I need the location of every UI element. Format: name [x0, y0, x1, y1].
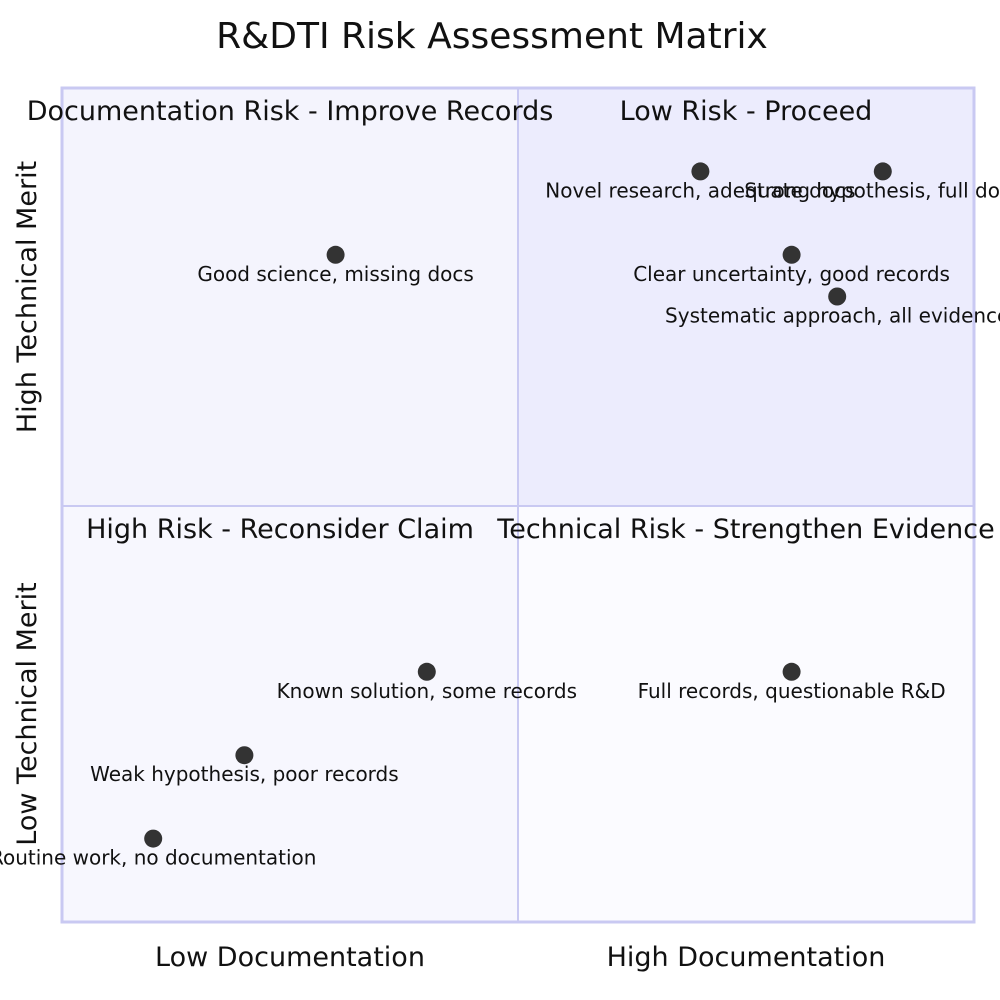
quadrant-bottom-right [518, 506, 974, 922]
data-point-marker [326, 245, 345, 264]
quadrant-label-bottom-left: High Risk - Reconsider Claim [86, 514, 474, 545]
data-point-label: Known solution, some records [277, 679, 577, 703]
matrix-borders [60, 86, 976, 924]
data-point-marker [782, 662, 801, 681]
data-point: Strong hypothesis, full docs [744, 162, 1000, 202]
data-point-label: Full records, questionable R&D [638, 679, 946, 703]
data-point-label: Strong hypothesis, full docs [744, 178, 1000, 202]
data-point: Novel research, adequate docs [545, 162, 856, 202]
data-point-marker [828, 287, 847, 306]
data-point-label: Novel research, adequate docs [545, 178, 855, 202]
data-point-marker [691, 162, 710, 181]
data-point-marker [873, 162, 892, 181]
x-axis-low-label: Low Documentation [155, 942, 425, 973]
data-point: Good science, missing docs [197, 245, 474, 286]
data-point: Routine work, no documentation [0, 829, 316, 870]
chart-title: R&DTI Risk Assessment Matrix [216, 16, 768, 57]
quadrant-backgrounds [62, 88, 974, 922]
data-point-label: Clear uncertainty, good records [633, 262, 950, 286]
data-point: Weak hypothesis, poor records [90, 746, 399, 786]
data-point: Full records, questionable R&D [638, 662, 946, 703]
data-point-label: Routine work, no documentation [0, 846, 316, 870]
data-point: Systematic approach, all evidence [665, 287, 1000, 328]
data-point-marker [235, 746, 254, 765]
quadrant-top-left [62, 88, 518, 506]
quadrant-bottom-left [62, 506, 518, 922]
axis-labels: Low Documentation High Documentation Hig… [12, 161, 885, 973]
data-point-label: Weak hypothesis, poor records [90, 762, 399, 786]
data-point: Known solution, some records [277, 662, 577, 703]
data-point-label: Systematic approach, all evidence [665, 304, 1000, 328]
y-axis-high-label: High Technical Merit [12, 161, 43, 433]
quadrant-label-top-right: Low Risk - Proceed [620, 96, 873, 127]
quadrant-label-bottom-right: Technical Risk - Strengthen Evidence [496, 514, 994, 545]
quadrant-top-right [518, 88, 974, 506]
quadrant-label-top-left: Documentation Risk - Improve Records [27, 96, 554, 127]
data-point: Clear uncertainty, good records [633, 245, 950, 286]
data-point-marker [144, 829, 163, 848]
data-point-marker [782, 245, 801, 264]
y-axis-low-label: Low Technical Merit [12, 582, 43, 845]
data-point-label: Good science, missing docs [197, 262, 474, 286]
data-point-marker [417, 662, 436, 681]
quadrant-labels: Documentation Risk - Improve Records Low… [27, 96, 995, 545]
x-axis-high-label: High Documentation [607, 942, 886, 973]
